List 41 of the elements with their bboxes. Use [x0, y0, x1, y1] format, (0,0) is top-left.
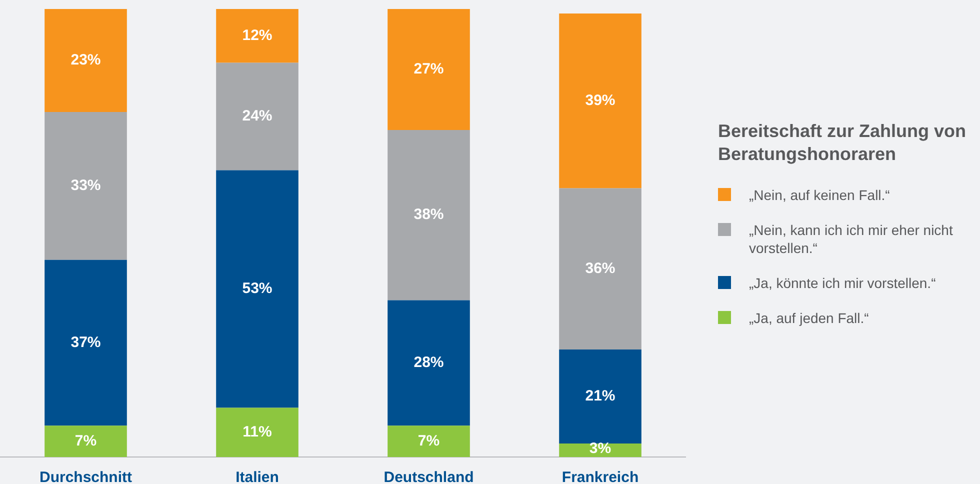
x-tick-label: Frankreich	[562, 469, 639, 484]
data-label: 39%	[585, 92, 616, 109]
legend-title: Bereitschaft zur Zahlung von Beratungshonoraren	[718, 120, 968, 166]
data-label: 36%	[585, 260, 616, 277]
data-label: 24%	[242, 108, 272, 125]
bar	[216, 170, 298, 408]
data-label: 11%	[242, 424, 272, 440]
x-tick-label: Durchschnitt	[39, 469, 132, 484]
data-label: 28%	[414, 354, 444, 372]
bar	[44, 426, 127, 457]
data-label: 37%	[70, 334, 101, 351]
data-label: 12%	[242, 27, 272, 44]
legend-label: „Ja, auf jeden Fall.“	[749, 309, 869, 327]
bar	[216, 62, 298, 170]
data-label: 27%	[414, 60, 444, 78]
legend-label: „Ja, könnte ich mir vorstellen.“	[749, 274, 936, 292]
bar	[559, 188, 642, 350]
data-label: 7%	[418, 432, 440, 450]
bar	[559, 444, 642, 457]
bar	[44, 9, 127, 112]
data-label: 7%	[74, 432, 97, 450]
bar	[388, 426, 470, 457]
bar	[559, 13, 642, 188]
bar	[388, 300, 470, 426]
bar	[44, 112, 127, 260]
bar	[44, 260, 127, 426]
bar	[216, 9, 298, 63]
data-label: 23%	[70, 52, 101, 69]
legend-label: „Nein, kann ich ich mir eher nicht vorstellen.“	[749, 221, 954, 257]
bar	[388, 9, 470, 130]
data-label: 53%	[242, 280, 272, 298]
legend-label: „Nein, auf keinen Fall.“	[749, 186, 890, 204]
x-tick-label: Deutschland	[384, 469, 474, 484]
bar	[559, 349, 642, 444]
x-tick-label: Italien	[236, 469, 279, 484]
data-label: 38%	[414, 206, 444, 224]
data-label: 33%	[70, 177, 101, 194]
bar	[388, 130, 470, 300]
data-label: 21%	[585, 388, 616, 405]
data-label: 3%	[589, 440, 612, 458]
bar	[216, 408, 298, 457]
